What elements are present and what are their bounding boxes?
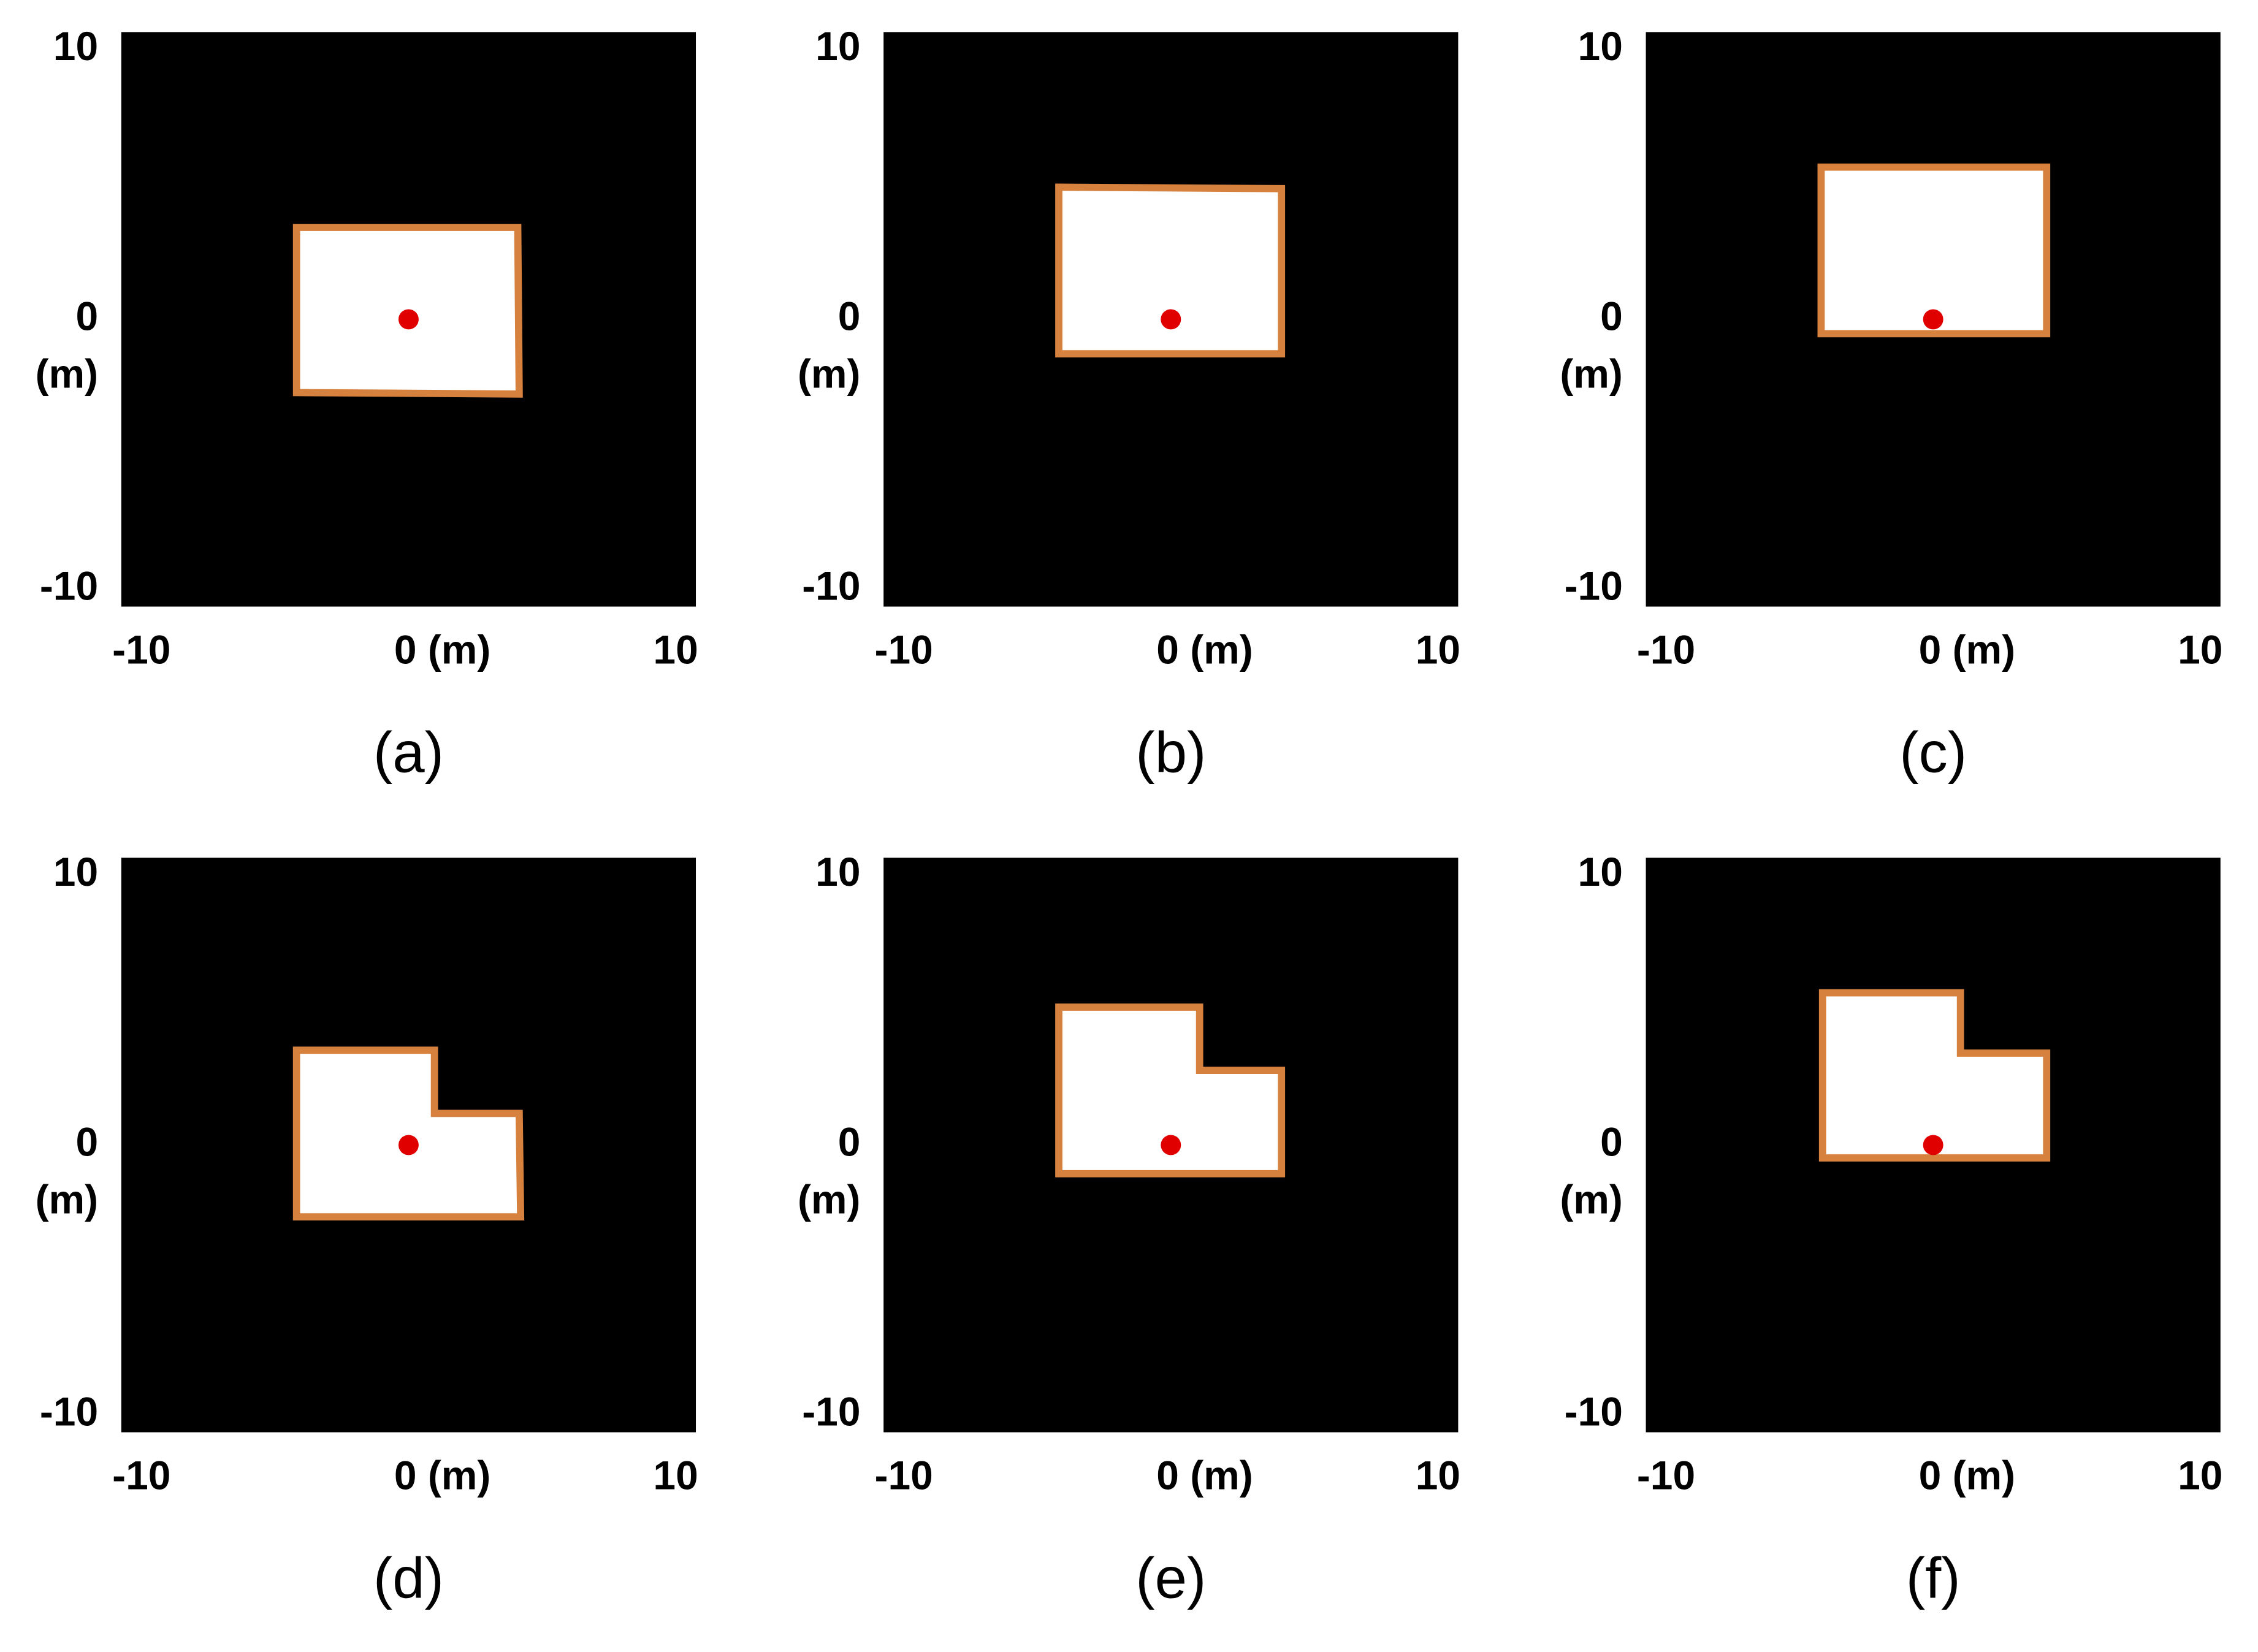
x-tick-label: 10 xyxy=(653,626,698,672)
x-tick-label: 0 (m) xyxy=(394,626,491,672)
x-tick-label: -10 xyxy=(875,1452,933,1498)
y-tick-label: -10 xyxy=(802,1389,860,1434)
robot-position xyxy=(1161,309,1181,330)
y-tick-label: 10 xyxy=(815,23,860,69)
robot-position xyxy=(1923,309,1943,330)
y-tick-label: 0 xyxy=(75,293,98,338)
x-tick-label: 10 xyxy=(1416,1452,1460,1498)
x-tick-label: 0 (m) xyxy=(394,1452,491,1498)
y-axis-label: (m) xyxy=(36,1177,99,1222)
y-tick-label: 0 xyxy=(1600,1119,1623,1164)
y-axis-label: (m) xyxy=(1560,351,1623,397)
y-axis-label: (m) xyxy=(798,351,861,397)
y-axis-label: (m) xyxy=(36,351,99,397)
panel-label: (b) xyxy=(1135,720,1206,784)
y-tick-label: 0 xyxy=(838,1119,861,1164)
x-tick-label: 10 xyxy=(2178,1452,2222,1498)
y-tick-label: -10 xyxy=(1565,563,1623,609)
robot-position xyxy=(1923,1135,1943,1155)
x-tick-label: 0 (m) xyxy=(1156,626,1253,672)
x-tick-label: -10 xyxy=(112,1452,170,1498)
y-tick-label: 0 xyxy=(838,293,861,338)
x-tick-label: -10 xyxy=(1637,626,1695,672)
x-tick-label: -10 xyxy=(1637,1452,1695,1498)
panel-label: (e) xyxy=(1135,1545,1206,1610)
y-tick-label: 0 xyxy=(1600,293,1623,338)
room-outline xyxy=(1055,183,1286,358)
x-tick-label: 0 (m) xyxy=(1919,1452,2015,1498)
x-tick-label: 0 (m) xyxy=(1919,626,2015,672)
y-axis-label: (m) xyxy=(798,1177,861,1222)
y-axis-label: (m) xyxy=(1560,1177,1623,1222)
y-tick-label: 10 xyxy=(1578,23,1623,69)
y-tick-label: 10 xyxy=(53,849,98,894)
room-outline xyxy=(1055,1003,1286,1178)
x-tick-label: 10 xyxy=(653,1452,698,1498)
robot-position xyxy=(1161,1135,1181,1155)
y-tick-label: 10 xyxy=(53,23,98,69)
y-tick-label: 10 xyxy=(815,849,860,894)
x-tick-label: -10 xyxy=(875,626,933,672)
y-tick-label: 0 xyxy=(75,1119,98,1164)
y-tick-label: -10 xyxy=(1565,1389,1623,1434)
panel-label: (d) xyxy=(373,1545,444,1610)
room-outline xyxy=(292,1046,525,1220)
x-tick-label: 0 (m) xyxy=(1156,1452,1253,1498)
y-tick-label: -10 xyxy=(40,563,98,609)
panel-label: (c) xyxy=(1899,720,1967,784)
robot-position xyxy=(398,309,419,330)
y-tick-label: -10 xyxy=(40,1389,98,1434)
y-tick-label: -10 xyxy=(802,563,860,609)
panel-label: (a) xyxy=(373,720,444,784)
x-tick-label: 10 xyxy=(2178,626,2222,672)
y-tick-label: 10 xyxy=(1578,849,1623,894)
room-outline xyxy=(1817,163,2051,338)
x-tick-label: -10 xyxy=(112,626,170,672)
panel-label: (f) xyxy=(1906,1545,1961,1610)
x-tick-label: 10 xyxy=(1416,626,1460,672)
robot-position xyxy=(398,1135,419,1155)
room-outline xyxy=(1818,989,2051,1162)
